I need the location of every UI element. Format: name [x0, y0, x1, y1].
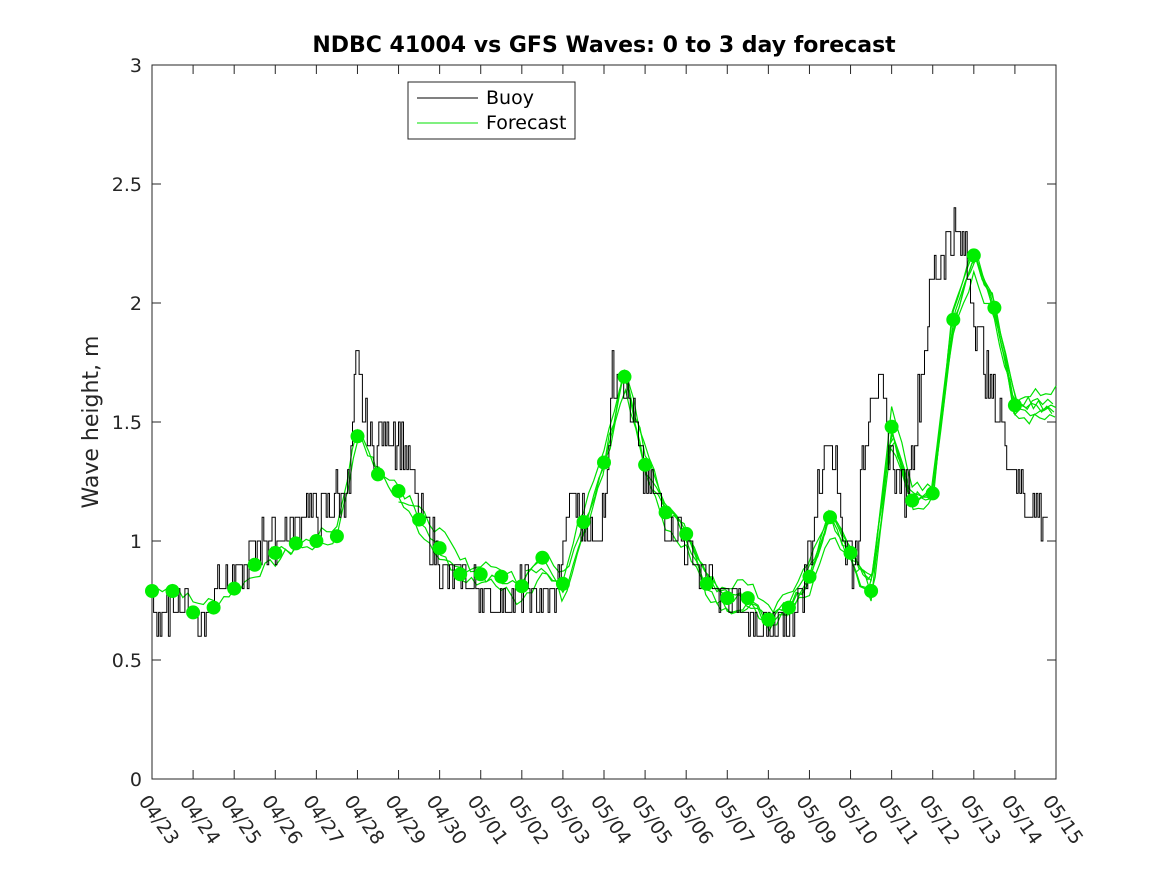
x-tick-label: 05/05 [627, 791, 676, 848]
forecast-point [391, 484, 406, 498]
forecast-point [699, 576, 714, 591]
plot-area [151, 64, 1057, 780]
x-tick-label: 05/15 [1038, 791, 1087, 848]
forecast-point [412, 512, 427, 527]
forecast-run-line [780, 256, 1054, 612]
x-tick-label: 05/09 [791, 791, 840, 848]
forecast-point [925, 486, 940, 501]
buoy-line [152, 207, 1048, 637]
forecast-point [555, 576, 570, 591]
x-tick-label: 04/28 [339, 791, 388, 848]
forecast-point [494, 569, 509, 584]
forecast-point [843, 545, 858, 560]
forecast-point [535, 550, 550, 565]
forecast-point [966, 248, 981, 263]
legend-buoy-label: Buoy [486, 87, 534, 109]
x-tick-label: 05/01 [463, 791, 512, 848]
forecast-point [987, 300, 1002, 315]
x-tick-label: 04/29 [380, 791, 429, 848]
y-axis: 0 0.5 1 1.5 2 2.5 3 [112, 55, 1056, 791]
forecast-point [473, 567, 488, 582]
forecast-point [740, 591, 755, 606]
forecast-point [350, 429, 365, 444]
y-tick-label: 2 [130, 293, 142, 315]
forecast-point [720, 591, 735, 606]
legend-forecast-label: Forecast [486, 112, 566, 134]
forecast-point [453, 567, 468, 582]
forecast-point [432, 541, 447, 556]
x-tick-label: 04/30 [422, 791, 471, 848]
forecast-point [206, 600, 221, 615]
forecast-point [288, 536, 303, 551]
x-tick-label: 05/02 [504, 791, 553, 848]
forecast-point [145, 584, 159, 598]
forecast-point [371, 467, 385, 482]
x-tick-label: 04/23 [134, 791, 183, 848]
chart-title: NDBC 41004 vs GFS Waves: 0 to 3 day fore… [312, 33, 896, 58]
forecast-point [1007, 398, 1022, 413]
x-tick-label: 05/12 [915, 791, 964, 848]
x-tick-label: 05/13 [956, 791, 1005, 848]
x-tick-label: 05/08 [750, 791, 799, 848]
forecast-point [802, 569, 817, 584]
forecast-point [268, 545, 283, 560]
x-tick-label: 04/24 [175, 791, 224, 848]
forecast-point [186, 605, 201, 620]
x-tick-label: 05/10 [832, 791, 881, 848]
x-tick-label: 04/25 [216, 791, 265, 848]
forecast-markers [145, 248, 1022, 627]
x-tick-label: 05/14 [997, 791, 1046, 848]
forecast-point [761, 612, 776, 627]
legend-box [407, 81, 576, 140]
forecast-point [884, 419, 899, 434]
y-axis-label: Wave height, m [79, 336, 104, 509]
forecast-point [514, 579, 529, 594]
forecast-point [597, 455, 611, 470]
y-tick-label: 0 [130, 769, 142, 791]
forecast-point [247, 557, 262, 572]
forecast-point [165, 584, 180, 598]
forecast-point [679, 526, 694, 541]
x-tick-label: 05/07 [709, 791, 758, 848]
y-tick-label: 1 [130, 531, 142, 553]
forecast-point [329, 529, 344, 544]
forecast-point [946, 312, 961, 327]
forecast-point [309, 534, 324, 548]
x-tick-label: 05/04 [586, 791, 635, 848]
x-tick-label: 04/27 [298, 791, 347, 848]
y-tick-label: 1.5 [112, 412, 142, 434]
x-tick-label: 05/11 [874, 791, 923, 848]
forecast-point [823, 510, 837, 525]
forecast-point [658, 505, 673, 520]
x-tick-label: 05/03 [545, 791, 594, 848]
forecast-point [617, 369, 632, 384]
forecast-point [905, 493, 920, 508]
x-tick-label: 04/26 [257, 791, 306, 848]
forecast-point [576, 515, 591, 529]
forecast-point [781, 600, 796, 615]
forecast-point [638, 457, 653, 472]
x-tick-label: 05/06 [668, 791, 717, 848]
y-tick-label: 3 [130, 55, 142, 77]
legend: Buoy Forecast [407, 81, 576, 140]
y-tick-label: 2.5 [112, 174, 142, 196]
y-tick-label: 0.5 [112, 650, 142, 672]
forecast-point [227, 581, 242, 596]
forecast-point [864, 584, 879, 598]
